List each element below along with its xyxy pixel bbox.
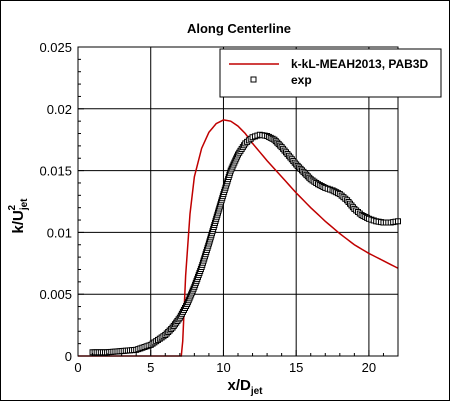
- chart-title: Along Centerline: [187, 21, 291, 36]
- x-axis-title-main: x/D: [227, 377, 251, 394]
- series-markers-exp: [89, 131, 401, 356]
- x-tick-label: 20: [362, 360, 376, 375]
- series-layer: [78, 119, 401, 357]
- grid: [78, 47, 398, 356]
- y-tick-label: 0: [65, 349, 72, 364]
- y-axis-title-sub: jet: [19, 198, 30, 211]
- legend: k-kL-MEAH2013, PAB3D exp: [219, 48, 442, 98]
- y-tick-label: 0.01: [47, 225, 72, 240]
- x-tick-label: 15: [289, 360, 303, 375]
- legend-label-exp: exp: [291, 73, 312, 87]
- y-tick-label: 0.005: [39, 287, 72, 302]
- axis-ticks: 0 5 10 15 20 0 0.005 0.01 0.015 0.02 0.025: [39, 40, 384, 375]
- y-axis-title-main: k/U: [10, 210, 27, 233]
- x-tick-label: 5: [147, 360, 154, 375]
- legend-box: [219, 48, 442, 98]
- legend-marker-swatch: [250, 76, 257, 83]
- x-axis-title: x/Djet: [227, 377, 263, 397]
- x-axis-title-sub: jet: [250, 386, 263, 397]
- x-tick-label: 10: [216, 360, 230, 375]
- y-tick-label: 0.025: [39, 40, 72, 55]
- y-tick-label: 0.015: [39, 164, 72, 179]
- y-axis-title-sup: 2: [7, 204, 18, 210]
- y-tick-label: 0.02: [47, 102, 72, 117]
- y-axis-title: k/Ujet2: [7, 198, 30, 234]
- x-tick-label: 0: [74, 360, 81, 375]
- legend-label-model: k-kL-MEAH2013, PAB3D: [291, 57, 428, 71]
